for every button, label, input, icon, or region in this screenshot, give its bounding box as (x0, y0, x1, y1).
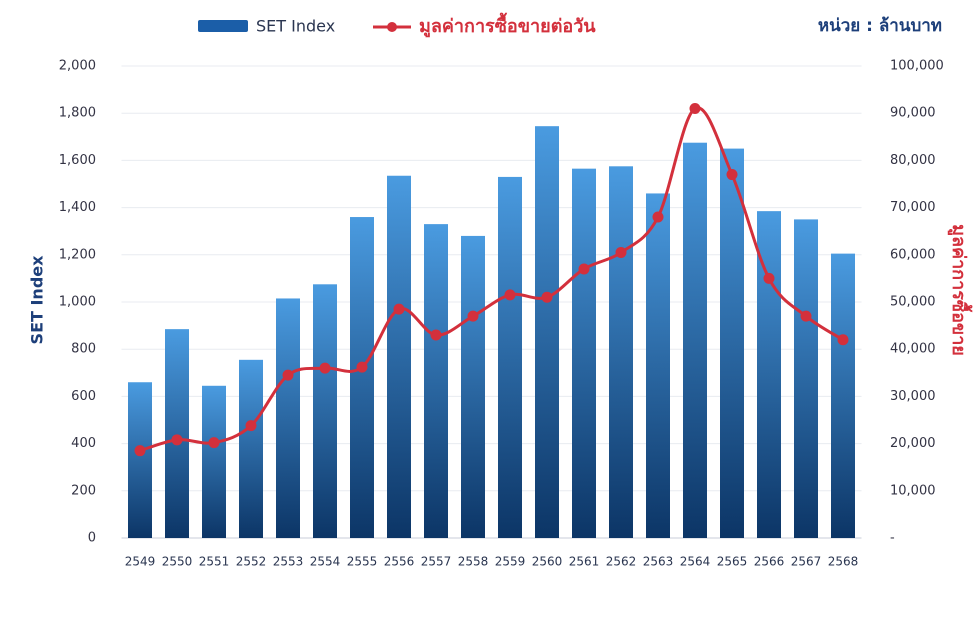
x-tick-label: 2558 (458, 555, 489, 569)
legend-label: SET Index (256, 17, 335, 36)
line-marker (541, 291, 553, 303)
line-marker (763, 272, 775, 284)
y-tick-label: 1,600 (59, 153, 96, 168)
line-marker (134, 445, 146, 457)
bar (831, 253, 855, 538)
x-tick-label: 2556 (384, 555, 415, 569)
y2-tick-label: 70,000 (890, 200, 936, 215)
line-marker (800, 310, 812, 322)
x-tick-label: 2557 (421, 555, 452, 569)
line-marker (319, 362, 331, 374)
bar (609, 166, 633, 539)
y-tick-label: 1,200 (59, 247, 96, 262)
y-tick-label: 400 (71, 436, 96, 451)
x-tick-label: 2562 (606, 555, 637, 569)
bar (313, 284, 337, 538)
line-marker (689, 102, 701, 114)
line-marker (356, 361, 368, 373)
y2-tick-label: 100,000 (890, 59, 944, 74)
x-tick-label: 2561 (569, 555, 600, 569)
x-tick-label: 2555 (347, 555, 378, 569)
bar (276, 298, 300, 538)
unit-note: หน่วย : ล้านบาท (818, 16, 942, 36)
bar (461, 235, 485, 539)
bar (239, 359, 263, 538)
line-marker (578, 263, 590, 275)
bar (387, 175, 411, 539)
line-marker (652, 211, 664, 223)
bar (350, 217, 374, 539)
line-marker (245, 420, 257, 432)
bar (683, 142, 707, 538)
bar (572, 168, 596, 538)
line-marker (393, 303, 405, 315)
x-tick-label: 2560 (532, 555, 563, 569)
bar (794, 219, 818, 538)
bar (424, 224, 448, 538)
x-tick-label: 2567 (791, 555, 822, 569)
y-tick-label: 1,800 (59, 106, 96, 121)
x-tick-label: 2549 (125, 555, 156, 569)
legend-marker (387, 22, 397, 32)
bar (720, 148, 744, 538)
bar (498, 176, 522, 539)
line-marker (615, 246, 627, 258)
y2-axis-label: มูลค่าการซื้อขาย (947, 224, 973, 356)
y2-tick-label: 30,000 (890, 389, 936, 404)
y-tick-label: 1,000 (59, 295, 96, 310)
x-tick-label: 2553 (273, 555, 304, 569)
x-tick-label: 2559 (495, 555, 526, 569)
x-tick-label: 2552 (236, 555, 267, 569)
y2-tick-label: - (890, 531, 895, 546)
bar (165, 329, 189, 538)
y2-tick-label: 60,000 (890, 247, 936, 262)
x-tick-label: 2564 (680, 555, 711, 569)
line-marker (430, 329, 442, 341)
x-tick-label: 2554 (310, 555, 341, 569)
y2-tick-label: 10,000 (890, 483, 936, 498)
line-marker (837, 334, 849, 346)
line-marker (504, 289, 516, 301)
bar (128, 382, 152, 538)
y-tick-label: 200 (71, 483, 96, 498)
line-marker (467, 310, 479, 322)
y2-tick-label: 90,000 (890, 106, 936, 121)
line-marker (282, 369, 294, 381)
legend-label: มูลค่าการซื้อขายต่อวัน (419, 12, 596, 38)
y-tick-label: 600 (71, 389, 96, 404)
legend-swatch (198, 20, 248, 32)
bar (535, 126, 559, 539)
x-tick-label: 2551 (199, 555, 230, 569)
x-tick-label: 2568 (828, 555, 859, 569)
x-tick-label: 2563 (643, 555, 674, 569)
x-tick-label: 2550 (162, 555, 193, 569)
bar (757, 211, 781, 538)
bar (202, 385, 226, 538)
y2-tick-label: 80,000 (890, 153, 936, 168)
y-tick-label: 800 (71, 342, 96, 357)
line-marker (208, 437, 220, 449)
y2-tick-label: 20,000 (890, 436, 936, 451)
y-tick-label: 2,000 (59, 59, 96, 74)
x-tick-label: 2566 (754, 555, 785, 569)
y-axis-label: SET Index (28, 255, 47, 345)
y2-tick-label: 40,000 (890, 342, 936, 357)
bar (646, 193, 670, 538)
line-marker (726, 169, 738, 181)
y-tick-label: 0 (88, 531, 96, 546)
y2-tick-label: 50,000 (890, 295, 936, 310)
x-tick-label: 2565 (717, 555, 748, 569)
line-marker (171, 434, 183, 446)
y-tick-label: 1,400 (59, 200, 96, 215)
